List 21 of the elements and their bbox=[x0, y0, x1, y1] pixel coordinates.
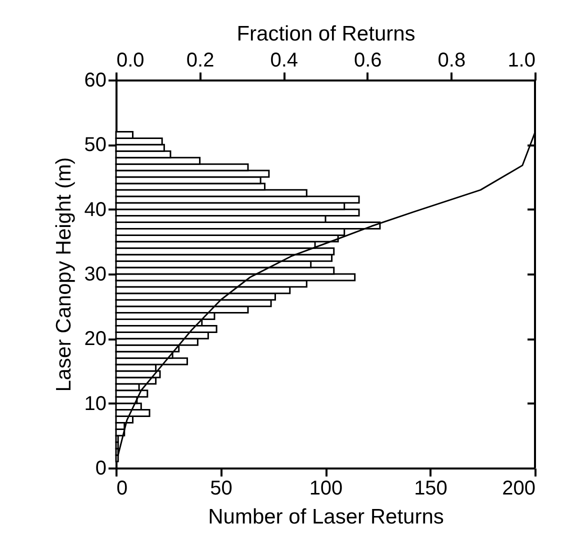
y-tick-label: 10 bbox=[84, 392, 106, 415]
x2-axis-title: Fraction of Returns bbox=[236, 22, 416, 46]
x2-tick-label: 0.6 bbox=[354, 50, 382, 72]
x2-tick-label: 0.2 bbox=[186, 50, 214, 72]
x2-tick-label: 0.8 bbox=[438, 50, 466, 72]
x-tick-label: 0 bbox=[116, 478, 128, 500]
y-tick-label: 20 bbox=[84, 328, 106, 350]
x-tick-label: 100 bbox=[309, 478, 343, 500]
x-tick-label: 150 bbox=[414, 478, 448, 500]
y-tick-label: 50 bbox=[84, 134, 106, 156]
y-tick-label: 0 bbox=[95, 458, 106, 480]
y-tick-label: 40 bbox=[84, 198, 106, 221]
x-axis-title: Number of Laser Returns bbox=[208, 506, 444, 528]
x2-tick-label: 1.0 bbox=[508, 50, 536, 72]
x-tick-label: 200 bbox=[502, 478, 536, 500]
y-axis-title: Laser Canopy Height (m) bbox=[52, 157, 76, 392]
x2-tick-label: 0.0 bbox=[116, 50, 144, 72]
y-tick-label: 30 bbox=[84, 264, 106, 286]
x-tick-label: 50 bbox=[210, 478, 232, 500]
x2-tick-label: 0.4 bbox=[270, 50, 298, 72]
y-tick-label: 60 bbox=[84, 70, 106, 92]
